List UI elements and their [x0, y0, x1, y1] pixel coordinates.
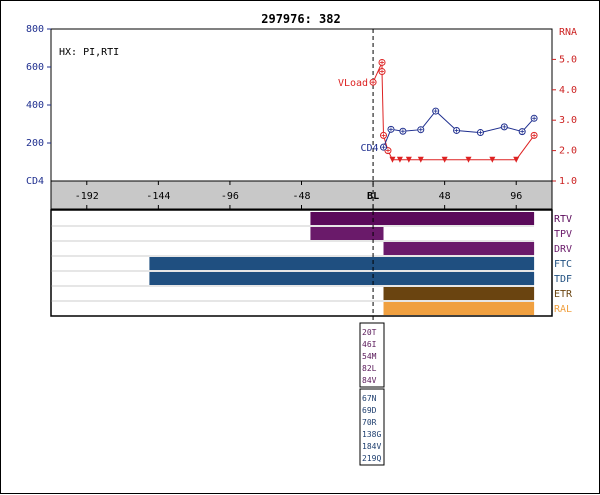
x-axis-tick-label: -192 — [75, 191, 99, 202]
regimen-label: TPV — [554, 229, 572, 240]
mutation-label: 70R — [362, 418, 377, 427]
regimen-label: ETR — [554, 289, 573, 300]
mutation-label: 184V — [362, 442, 381, 451]
right-axis-tick-label: 3.0 — [559, 115, 577, 126]
vload-point — [489, 156, 496, 163]
mutation-label: 82L — [362, 364, 377, 373]
regimen-label: FTC — [554, 259, 572, 270]
vload-point — [441, 156, 448, 163]
regimen-bar — [149, 257, 535, 270]
x-axis-tick-label: 48 — [439, 191, 451, 202]
x-axis-tick-label: BL — [367, 191, 379, 202]
right-axis-tick-label: 2.0 — [559, 146, 577, 157]
x-axis-tick-label: -144 — [146, 191, 170, 202]
chart-title: 297976: 382 — [261, 12, 340, 26]
regimen-bar — [383, 242, 535, 255]
mutation-box — [359, 322, 385, 388]
regimen-bar — [149, 272, 535, 285]
history-annotation: HX: PI,RTI — [59, 47, 119, 58]
right-axis-tick-label: 5.0 — [559, 54, 577, 65]
regimen-bar — [383, 302, 535, 315]
left-axis-tick-label: 200 — [26, 138, 44, 149]
vload-series-label: VLoad — [338, 78, 368, 89]
cd4-series-label: CD4 — [360, 143, 378, 154]
x-axis-tick-label: -96 — [221, 191, 239, 202]
regimen-label: TDF — [554, 274, 572, 285]
mutation-label: 67N — [362, 394, 377, 403]
left-axis-tick-label: 400 — [26, 100, 44, 111]
regimen-label: DRV — [554, 244, 572, 255]
mutation-label: 138G — [362, 430, 381, 439]
vload-point — [396, 156, 403, 163]
x-axis-band — [50, 180, 553, 210]
mutation-box — [359, 388, 385, 466]
mutation-label: 84V — [362, 376, 377, 385]
cd4-line — [383, 110, 535, 148]
mutation-label: 69D — [362, 406, 377, 415]
plot-area — [50, 28, 553, 182]
vload-point — [465, 156, 472, 163]
vload-line — [372, 62, 535, 161]
mutation-label: 219Q — [362, 454, 381, 463]
vload-point — [513, 156, 520, 163]
regimen-bar — [383, 287, 535, 300]
regimen-label: RAL — [554, 304, 572, 315]
regimen-bar — [310, 212, 535, 225]
left-axis-label: CD4 — [26, 176, 44, 187]
right-axis-label: RNA — [559, 27, 577, 38]
vload-point — [417, 156, 424, 163]
left-axis-tick-label: 800 — [26, 24, 44, 35]
x-axis-tick-label: 96 — [510, 191, 522, 202]
regimen-label: RTV — [554, 214, 572, 225]
mutation-label: 46I — [362, 340, 377, 349]
mutation-label: 20T — [362, 328, 377, 337]
right-axis-tick-label: 4.0 — [559, 85, 577, 96]
regimen-bar — [310, 227, 384, 240]
left-axis-tick-label: 600 — [26, 62, 44, 73]
x-axis-tick-label: -48 — [292, 191, 310, 202]
vload-point — [389, 156, 396, 163]
mutation-label: 54M — [362, 352, 377, 361]
right-axis-tick-label: 1.0 — [559, 176, 577, 187]
vload-point — [405, 156, 412, 163]
